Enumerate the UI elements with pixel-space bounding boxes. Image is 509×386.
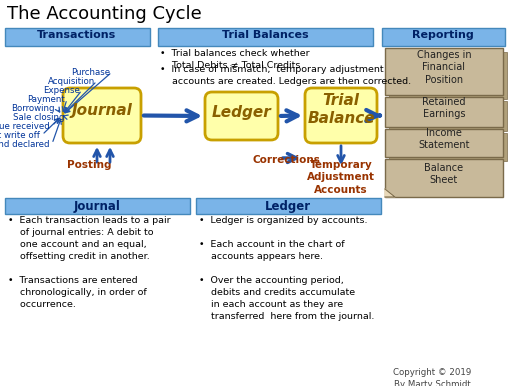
Text: Posting: Posting [67,160,111,170]
Bar [388,52,506,99]
Text: Trial
Balance: Trial Balance [306,93,374,126]
Text: The Accounting Cycle: The Accounting Cycle [7,5,202,23]
Text: Ledger: Ledger [264,200,310,213]
Bar [388,133,506,161]
Text: Corrections: Corrections [252,155,320,165]
Bar [5,198,190,214]
Text: Retained
Earnings: Retained Earnings [421,97,465,119]
Text: Transactions: Transactions [37,30,117,40]
Text: Changes in
Financial
Position: Changes in Financial Position [416,50,470,85]
Bar [384,129,502,157]
Bar [384,48,502,95]
Text: Sale closing: Sale closing [13,113,65,122]
Text: Revenue received: Revenue received [0,122,50,131]
FancyBboxPatch shape [63,88,140,143]
Bar [5,28,150,46]
Text: Borrowing: Borrowing [12,104,55,113]
Bar [384,97,502,127]
Text: Purchase: Purchase [71,68,110,77]
Text: Payment: Payment [27,95,65,104]
Text: Expense: Expense [43,86,80,95]
Text: •  Trial balances check whether
    Total Debits ≠ Total Credits: • Trial balances check whether Total Deb… [160,49,309,70]
Text: Trial Balances: Trial Balances [221,30,308,40]
Text: Copyright © 2019
By Marty Schmidt: Copyright © 2019 By Marty Schmidt [392,368,470,386]
Text: Acquisition: Acquisition [48,77,95,86]
FancyBboxPatch shape [205,92,277,140]
Text: •  In case of mismatch,  temporary adjustment
    accounts are created. Ledgers : • In case of mismatch, temporary adjustm… [160,65,410,86]
Text: Reporting: Reporting [411,30,473,40]
Bar [158,28,372,46]
Bar [195,198,380,214]
FancyBboxPatch shape [304,88,376,143]
Text: •  Each transaction leads to a pair
    of journal entries: A debit to
    one a: • Each transaction leads to a pair of jo… [8,216,171,308]
Text: Ledger: Ledger [211,105,271,120]
Text: Balance
Sheet: Balance Sheet [423,163,463,185]
Bar [381,28,504,46]
Text: Journal: Journal [71,103,132,118]
Text: •  Ledger is organized by accounts.

•  Each account in the chart of
    account: • Ledger is organized by accounts. • Eac… [199,216,374,320]
Text: Income
Statement: Income Statement [417,128,469,150]
Text: Journal: Journal [73,200,120,213]
Text: Bad debt write off: Bad debt write off [0,131,40,140]
Bar [388,101,506,131]
Bar [384,159,502,197]
Text: Dividend declared: Dividend declared [0,140,50,149]
Polygon shape [384,189,394,197]
Text: Temporary
Adjustment
Accounts: Temporary Adjustment Accounts [306,160,374,195]
